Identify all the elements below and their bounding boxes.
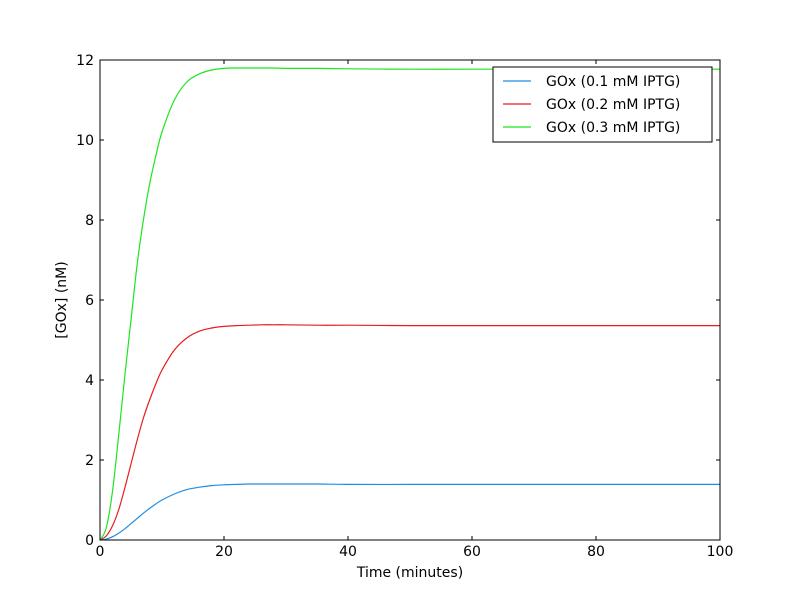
legend-label-3: GOx (0.3 mM IPTG) (546, 120, 680, 136)
y-tick-label: 8 (85, 213, 94, 229)
series-line-2 (99, 324, 720, 541)
x-tick-label: 60 (463, 544, 481, 560)
y-tick-label: 6 (85, 293, 94, 309)
x-tick-label: 0 (96, 544, 105, 560)
series-line-1 (99, 483, 721, 541)
x-tick-label: 40 (339, 544, 357, 560)
y-tick-label: 10 (76, 133, 94, 149)
legend: GOx (0.1 mM IPTG) GOx (0.2 mM IPTG) GOx (0… (492, 66, 713, 143)
y-tick-label: 4 (85, 373, 94, 389)
legend-label-2: GOx (0.2 mM IPTG) (546, 97, 680, 113)
y-tick-label: 2 (85, 453, 94, 469)
y-axis-ticks: 0 2 4 6 8 10 12 (76, 53, 720, 549)
y-tick-label: 0 (85, 533, 94, 549)
x-tick-label: 80 (587, 544, 605, 560)
y-axis-label: [GOx] (nM) (54, 261, 70, 338)
x-axis-label: Time (minutes) (356, 565, 463, 581)
legend-label-1: GOx (0.1 mM IPTG) (546, 74, 680, 90)
y-tick-label: 12 (76, 53, 94, 69)
x-tick-label: 20 (215, 544, 233, 560)
series-line-3 (99, 67, 720, 541)
series-layer (99, 67, 721, 541)
x-axis-ticks: 0 20 40 60 80 100 (96, 60, 734, 560)
x-tick-label: 100 (707, 544, 734, 560)
